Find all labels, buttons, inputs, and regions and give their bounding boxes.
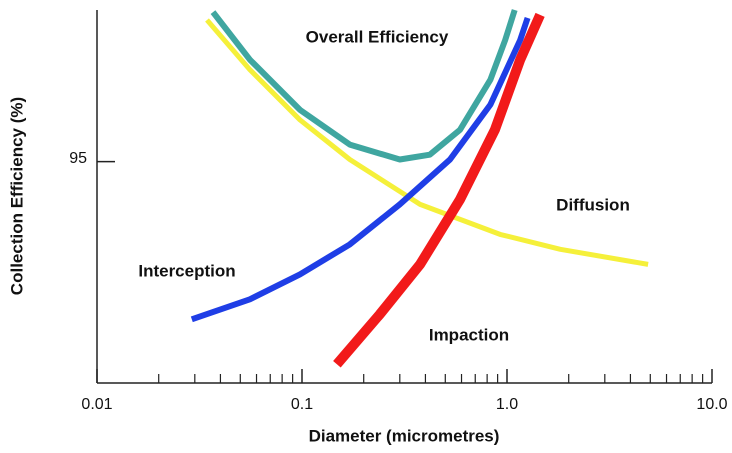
series-label: Overall Efficiency	[306, 27, 449, 46]
x-tick-label: 10.0	[696, 396, 727, 413]
series-label: Diffusion	[556, 195, 630, 214]
series-line	[190, 16, 531, 323]
y-axis-label: Collection Efficiency (%)	[7, 97, 26, 295]
y-tick-label: 95	[69, 150, 87, 167]
x-tick-label: 1.0	[496, 396, 518, 413]
series-label: Interception	[138, 261, 235, 280]
series-line	[205, 18, 649, 267]
x-tick-label: 0.1	[291, 396, 313, 413]
series-label: Impaction	[429, 325, 509, 344]
x-axis-label: Diameter (micrometres)	[309, 426, 500, 445]
series-line	[333, 12, 545, 368]
x-tick-label: 0.01	[81, 396, 112, 413]
series-line	[210, 9, 518, 163]
